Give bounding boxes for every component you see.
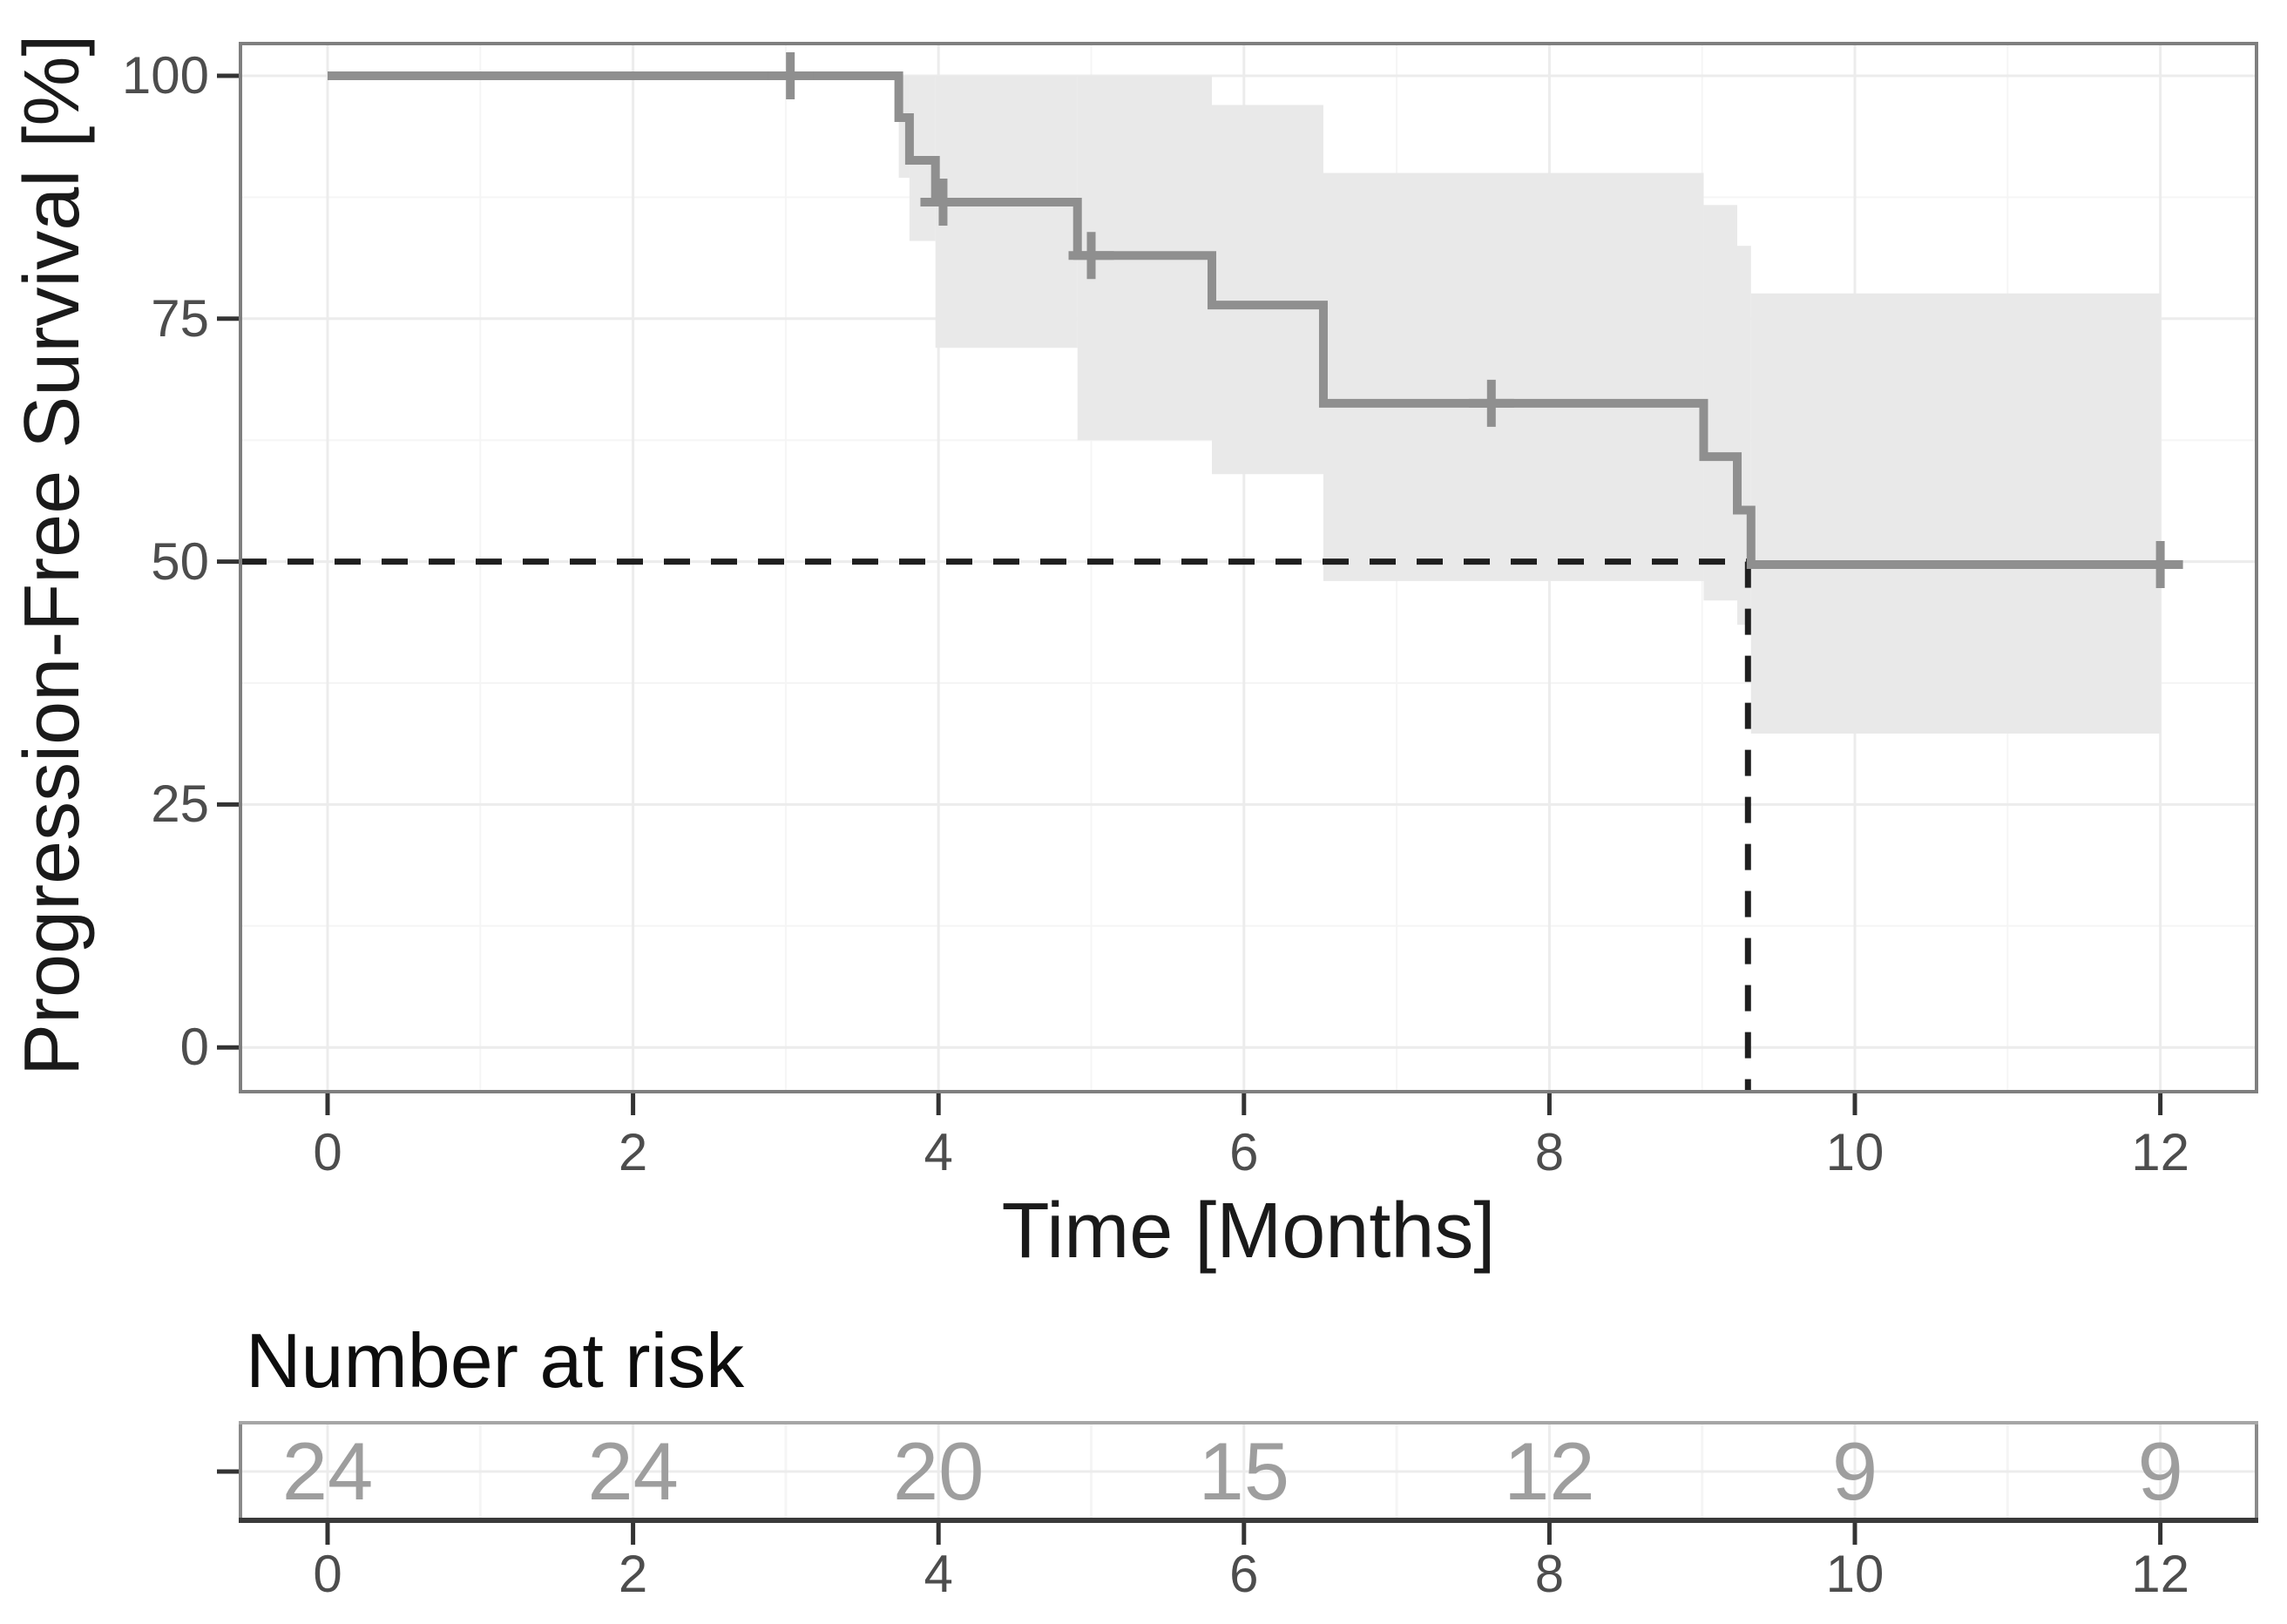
y-axis-tick-label: 50 <box>151 531 209 591</box>
risk-axis-tick-label: 8 <box>1534 1545 1565 1603</box>
y-axis-tick-label: 100 <box>121 46 209 105</box>
x-axis-tick-label: 0 <box>313 1123 342 1181</box>
risk-table-title: Number at risk <box>246 1317 745 1404</box>
main-panel-border <box>239 42 2258 1093</box>
x-axis-title: Time [Months] <box>1001 1188 1496 1275</box>
km-survival-curve <box>328 71 2165 569</box>
number-at-risk-value: 12 <box>1504 1425 1595 1517</box>
risk-axis-tick-label: 4 <box>924 1545 953 1603</box>
number-at-risk-value: 9 <box>2137 1425 2183 1517</box>
number-at-risk-value: 24 <box>587 1425 679 1517</box>
x-axis-tick-label: 2 <box>618 1123 648 1181</box>
confidence-band-segment <box>1211 105 1323 475</box>
risk-axis-tick-label: 10 <box>1825 1545 1884 1603</box>
x-axis-tick-label: 8 <box>1534 1123 1565 1181</box>
risk-axis-tick-label: 12 <box>2131 1545 2189 1603</box>
confidence-band-segment <box>935 76 1078 348</box>
x-axis-tick-label: 10 <box>1825 1123 1884 1181</box>
confidence-band-segment <box>1750 293 2161 734</box>
risk-axis-tick-label: 6 <box>1229 1545 1259 1603</box>
y-axis-tick-label: 25 <box>151 775 209 834</box>
risk-axis-tick-label: 0 <box>313 1545 342 1603</box>
confidence-band-segment <box>1323 173 1704 581</box>
x-axis-tick-label: 6 <box>1229 1123 1259 1181</box>
risk-axis-tick-label: 2 <box>618 1545 648 1603</box>
y-axis-tick-label: 0 <box>179 1018 209 1077</box>
x-axis-tick-label: 4 <box>924 1123 953 1181</box>
y-axis-tick-label: 75 <box>151 288 209 348</box>
number-at-risk-value: 24 <box>281 1425 374 1517</box>
number-at-risk-value: 20 <box>892 1425 984 1517</box>
number-at-risk-value: 15 <box>1198 1425 1290 1517</box>
confidence-band-segment <box>1703 205 1738 601</box>
number-at-risk-value: 9 <box>1831 1425 1878 1517</box>
x-axis-tick-label: 12 <box>2131 1123 2189 1181</box>
